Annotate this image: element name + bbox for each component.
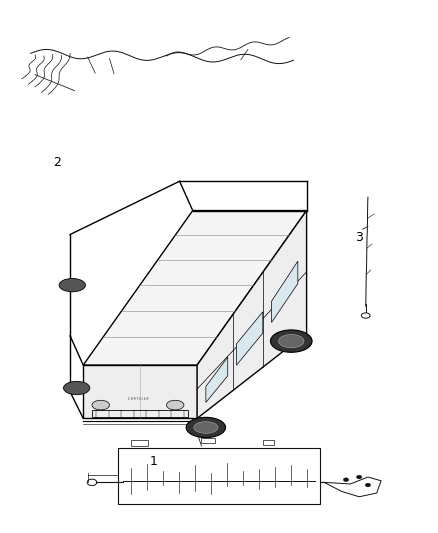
Polygon shape <box>206 357 228 402</box>
Ellipse shape <box>365 483 371 487</box>
Ellipse shape <box>186 417 226 438</box>
Polygon shape <box>83 365 197 418</box>
Ellipse shape <box>64 382 90 394</box>
Ellipse shape <box>166 400 184 410</box>
Polygon shape <box>272 261 298 322</box>
Ellipse shape <box>92 400 110 410</box>
Text: C H R Y S L E R: C H R Y S L E R <box>128 397 148 401</box>
Ellipse shape <box>59 278 85 292</box>
Polygon shape <box>83 211 307 365</box>
Polygon shape <box>237 312 263 365</box>
Text: 1: 1 <box>149 455 157 467</box>
Polygon shape <box>197 211 307 418</box>
Ellipse shape <box>357 475 362 479</box>
Ellipse shape <box>271 330 312 352</box>
Ellipse shape <box>279 335 304 348</box>
Text: 2: 2 <box>53 156 61 169</box>
Ellipse shape <box>343 478 349 482</box>
Text: 3: 3 <box>355 231 363 244</box>
Ellipse shape <box>194 422 218 433</box>
